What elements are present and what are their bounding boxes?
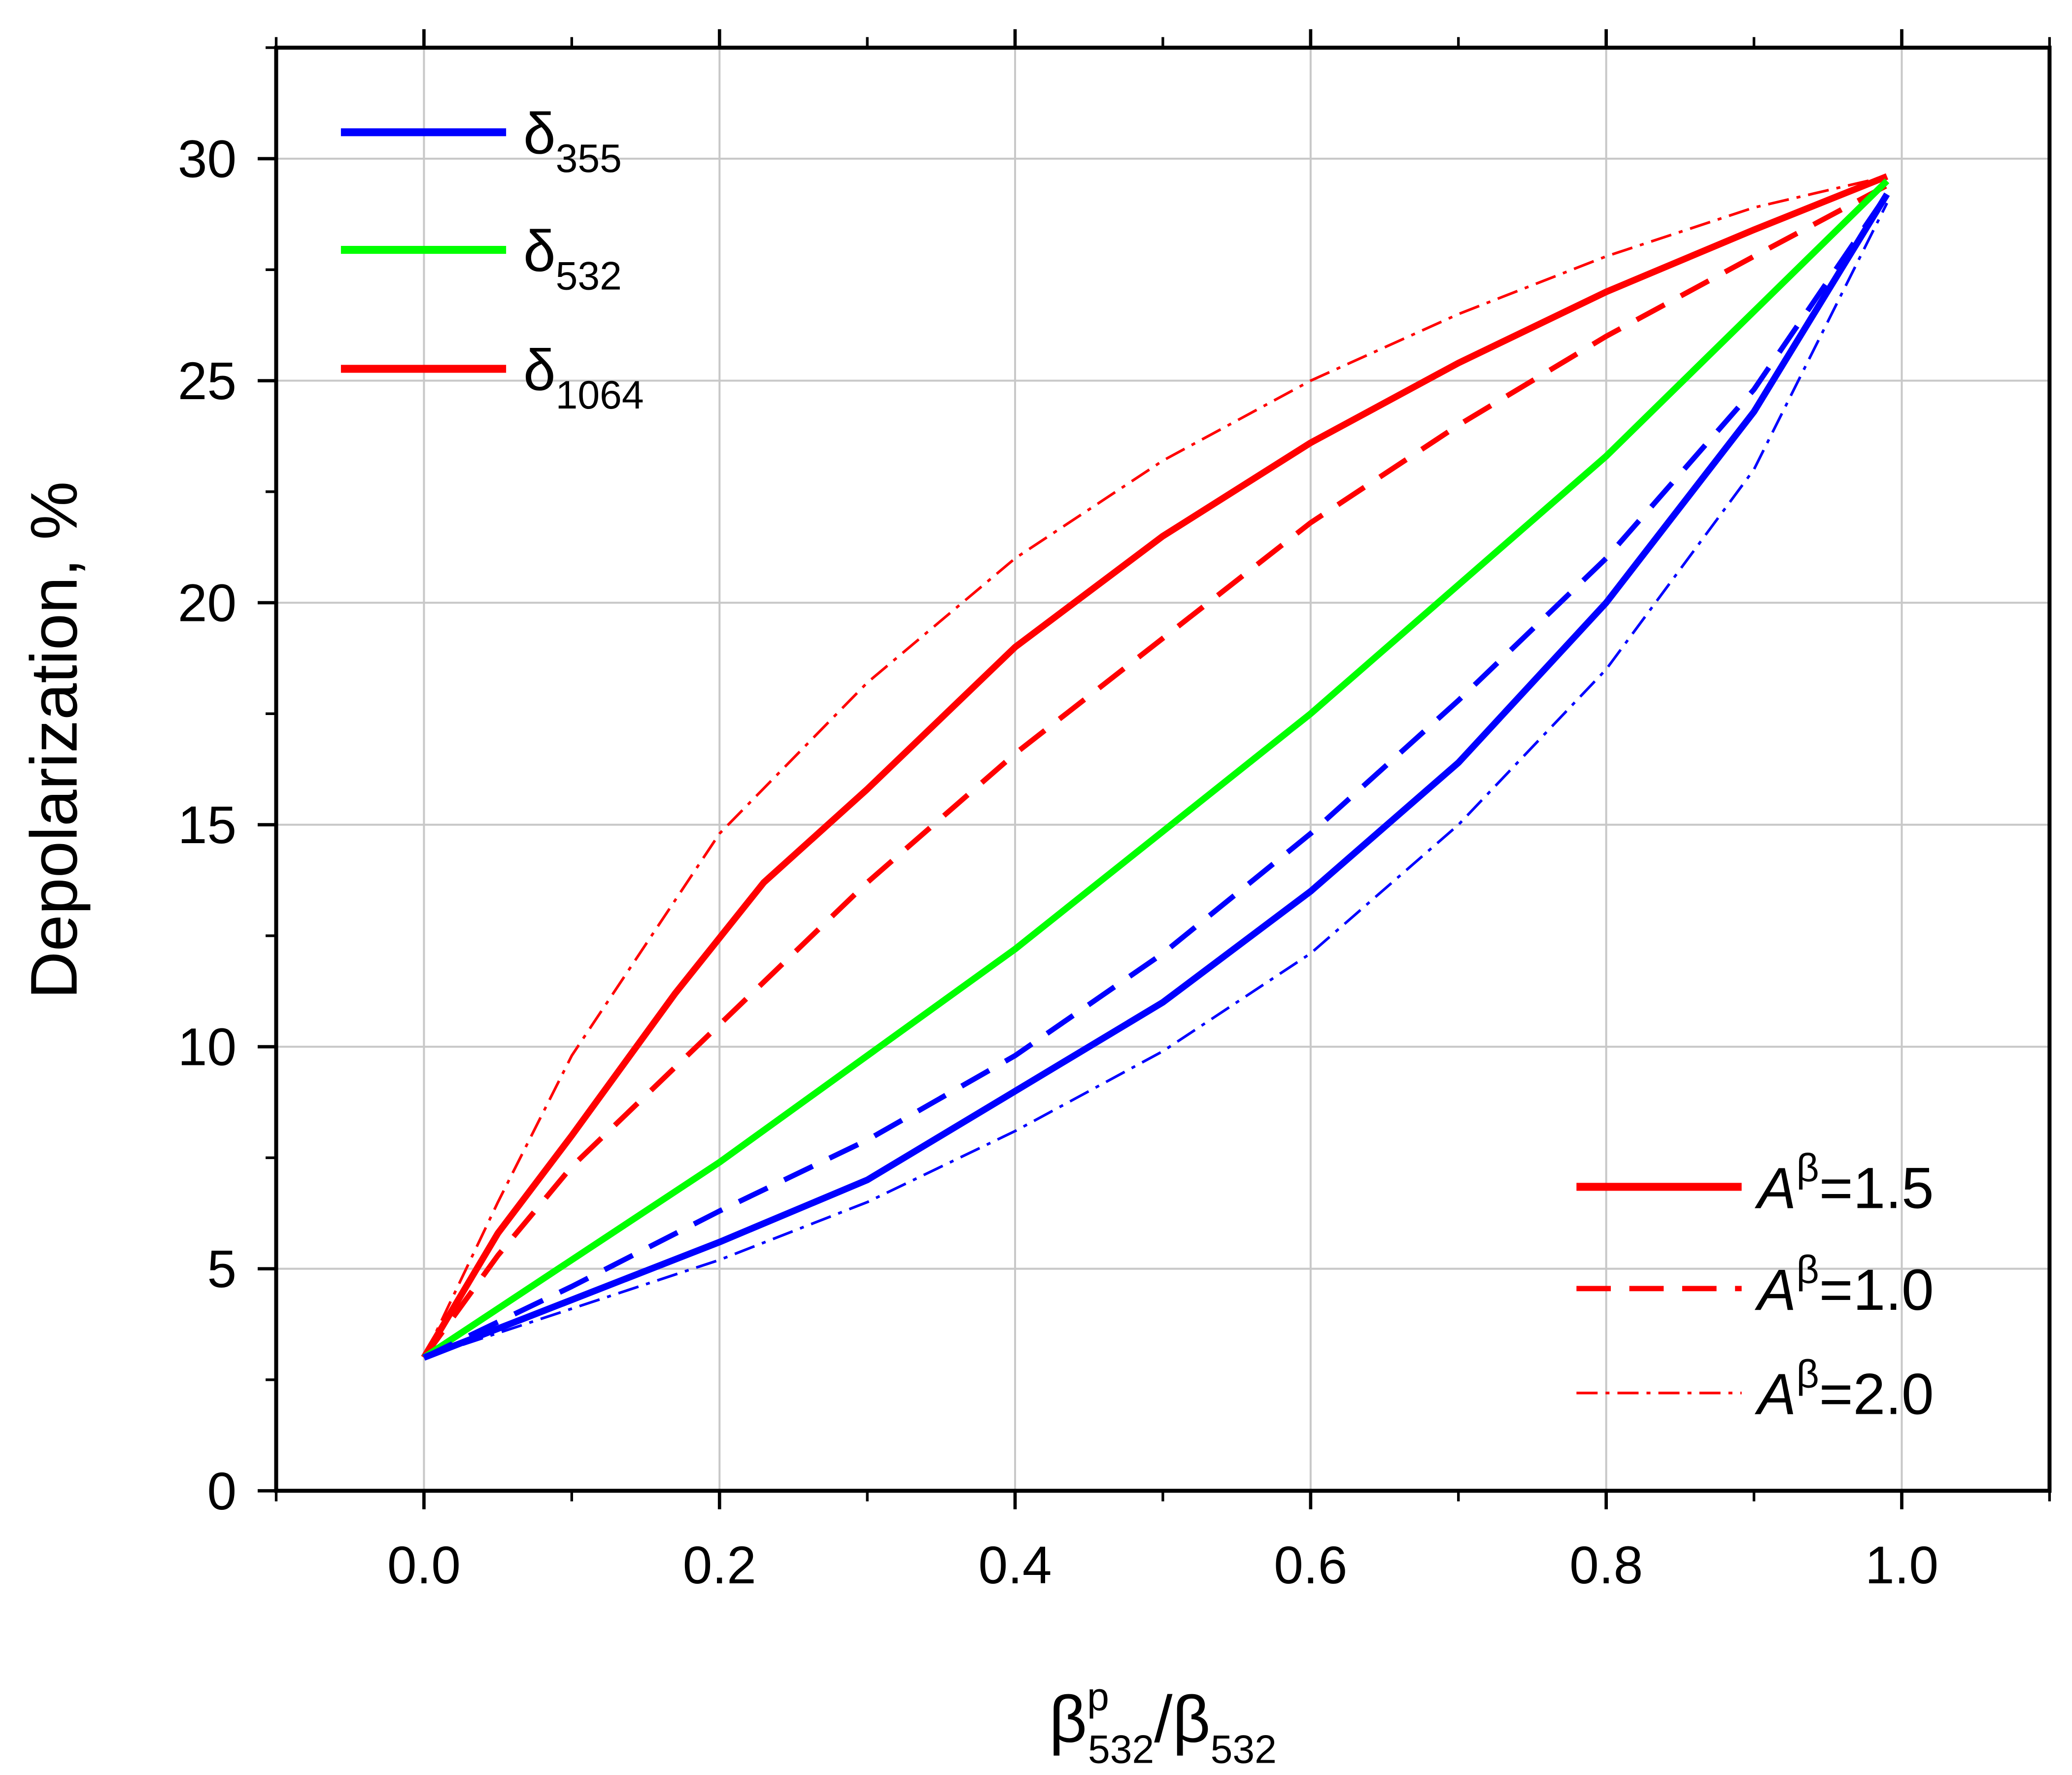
y-axis-label: Depolarization, % bbox=[18, 481, 91, 999]
y-tick-label: 10 bbox=[178, 1018, 237, 1077]
y-tick-label: 20 bbox=[178, 574, 237, 633]
x-tick-label: 0.2 bbox=[683, 1536, 756, 1595]
x-axis-label: βp 532/β532 bbox=[1049, 1674, 1277, 1772]
y-tick-label: 0 bbox=[207, 1462, 237, 1521]
y-tick-label: 15 bbox=[178, 795, 237, 854]
series-line bbox=[422, 192, 1890, 1361]
ticks: 0.0 0.2 0.4 0.6 0.8 1.0 0 5 10 15 20 25 30 bbox=[178, 29, 2051, 1595]
legend-label-a20: Aβ=2.0 bbox=[1755, 1352, 1934, 1427]
legend-label-532: δ532 bbox=[523, 219, 622, 299]
series-line bbox=[421, 173, 1889, 1360]
y-tick-label: 25 bbox=[178, 351, 237, 410]
legend-label-a10: Aβ=1.0 bbox=[1755, 1248, 1934, 1323]
grid bbox=[276, 47, 2050, 1491]
y-tick-label: 5 bbox=[207, 1239, 237, 1298]
curves bbox=[421, 173, 1890, 1361]
x-tick-label: 0.4 bbox=[978, 1536, 1052, 1595]
x-tick-label: 0.6 bbox=[1274, 1536, 1347, 1595]
legend-label-1064: δ1064 bbox=[523, 338, 644, 417]
x-tick-label: 0.8 bbox=[1569, 1536, 1643, 1595]
series-line bbox=[421, 183, 1889, 1360]
x-tick-label: 0.0 bbox=[387, 1536, 461, 1595]
legend-label-355: δ355 bbox=[523, 101, 622, 181]
series-line bbox=[422, 193, 1889, 1360]
legend-label-a15: Aβ=1.5 bbox=[1755, 1146, 1934, 1221]
series-line bbox=[423, 202, 1888, 1359]
x-tick-label: 1.0 bbox=[1865, 1536, 1938, 1595]
legend-angstrom: Aβ=1.5 Aβ=1.0 Aβ=2.0 bbox=[1576, 1146, 1934, 1427]
series-line bbox=[422, 175, 1888, 1359]
y-tick-label: 30 bbox=[178, 130, 237, 189]
series-line bbox=[422, 178, 1890, 1361]
legend-wavelength: δ355 δ532 δ1064 bbox=[340, 101, 644, 417]
